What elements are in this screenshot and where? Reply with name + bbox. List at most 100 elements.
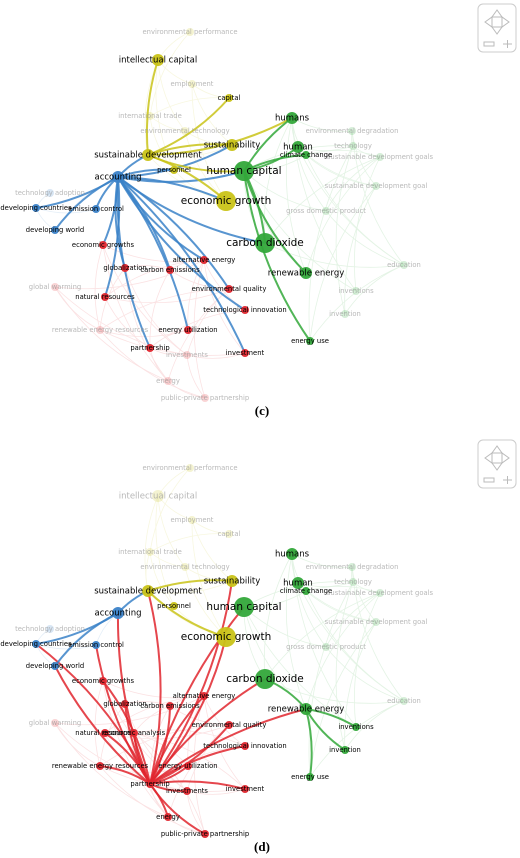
link [191,519,230,535]
link [297,146,405,266]
node [292,141,304,153]
node [101,293,109,301]
network-panel: environmental performance intellectual ca… [0,3,517,418]
node-label: environmental technology [140,563,229,571]
node-label: environmental quality [192,285,267,293]
link [186,788,246,795]
link [305,590,377,623]
zoom-control[interactable] [477,439,517,489]
link [149,724,230,785]
node-label: international trade [118,112,182,120]
node [121,264,129,272]
zoom-icon [501,16,510,28]
background-links [35,467,405,835]
node-label: sustainable development goal [325,182,428,190]
node [352,287,360,295]
node-label: human [283,579,313,589]
link [149,551,186,568]
link [54,176,119,231]
link [155,495,175,607]
link [117,176,266,244]
node [181,127,189,135]
zoom-icon [491,26,503,35]
link [35,207,97,214]
node-label: sustainability [204,577,261,587]
link [297,582,405,702]
node [184,326,192,334]
node [241,742,249,750]
node [200,256,208,264]
node-label: sustainable development [94,587,202,597]
node [400,261,408,269]
node [51,226,59,234]
node [302,151,310,159]
node-label: environmental performance [142,28,237,36]
link [305,150,381,158]
link [350,130,354,147]
link [102,244,169,382]
link [54,722,169,818]
node-label: technology adoption [15,189,85,197]
node [99,677,107,685]
link [117,176,246,311]
link [264,156,381,244]
zoom-control[interactable] [477,3,517,53]
link [149,708,307,785]
node-label: technological innovation [203,306,286,314]
link [102,680,205,699]
link [325,592,381,648]
node [184,762,192,770]
node-label: carbon dioxide [226,237,304,249]
link [352,581,381,594]
node [349,142,357,150]
node [322,643,330,651]
link [167,380,206,399]
link [157,467,191,497]
node [152,54,164,66]
link [186,352,246,359]
link [187,259,205,331]
link [99,288,230,331]
node-label: global warming [29,719,81,727]
node [216,627,236,647]
node [322,207,330,215]
link [308,581,354,778]
link [54,259,205,290]
node-label: international trade [118,548,182,556]
panel-caption: (c) [255,403,269,418]
link [133,732,246,790]
background-links [35,31,405,399]
node-label: technology [334,578,372,586]
node [302,587,310,595]
link [309,264,405,342]
link [291,553,327,648]
node-label: economic growths [72,677,135,685]
link [144,495,159,592]
link [54,722,188,792]
link [351,566,405,702]
link [54,722,101,767]
node [341,310,349,318]
link [149,115,175,171]
node-label: economic analysis [103,729,166,737]
node-label: emission control [68,641,124,649]
node-label: carbon emissions [140,266,200,274]
node [46,625,54,633]
node-label: developing world [26,662,84,670]
link [149,783,206,835]
node-label: renewable energy [268,705,345,715]
node-label: energy [156,813,180,821]
node [101,729,109,737]
node-label: renewable energy resources [52,762,149,770]
node [348,127,356,135]
link [149,309,246,349]
link [157,495,186,568]
node [286,548,298,560]
node [200,692,208,700]
link [149,580,233,785]
link [309,621,377,778]
link [104,176,121,298]
node-label: intellectual capital [119,492,197,502]
node [188,516,196,524]
node-label: environmental technology [140,127,229,135]
